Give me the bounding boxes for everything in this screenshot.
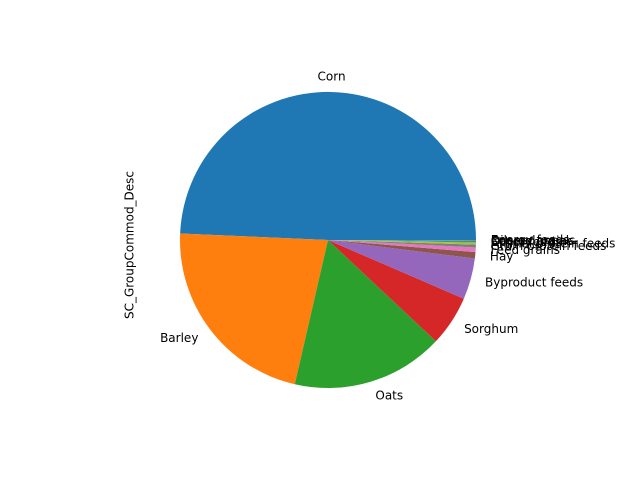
slice-label-oats: Oats — [375, 388, 403, 402]
slice-label-corn: Corn — [318, 70, 346, 84]
pie-slice-coarse-grains — [328, 240, 476, 242]
slice-label-hay: Hay — [490, 249, 513, 263]
pie-slice-oats — [294, 240, 436, 388]
pie-slice-oilseed-meals — [328, 240, 477, 241]
pie-labels: Corn Barley Oats Sorghum Byproduct feeds HayF… — [160, 70, 615, 403]
slice-label-feed-grains: Feed grains — [490, 243, 560, 257]
pie-slices — [179, 91, 477, 388]
slice-label-coarse-grains: Coarse grains — [491, 234, 574, 248]
pie-slice-byproduct-feeds — [328, 240, 475, 299]
pie-slice-animal-protein-feeds — [328, 240, 476, 245]
y-axis-label: SC_GroupCommod_Desc — [123, 171, 137, 319]
pie-slice-sorghum — [328, 240, 464, 342]
slice-label-grain-protein-feeds: Grain protein feeds — [491, 239, 607, 253]
slice-label-barley: Barley — [160, 331, 198, 345]
slice-label-other-feeds: Other feeds — [491, 235, 562, 249]
pie-slice-other-feeds — [328, 240, 476, 243]
slice-label-animal-protein-feeds: Animal protein feeds — [491, 237, 616, 251]
pie-slice-corn — [180, 91, 477, 241]
slice-label-sorghum: Sorghum — [464, 322, 518, 336]
pie-slice-hay — [328, 240, 476, 259]
slice-label-oilseed-meals: Oilseed meals — [491, 233, 576, 247]
slice-label-byproduct-feeds: Byproduct feeds — [485, 275, 583, 289]
pie-slice-barley — [179, 233, 328, 385]
slice-label-energy-feeds: Energy feeds — [491, 233, 570, 247]
pie-slice-feed-grains — [328, 240, 476, 253]
pie-slice-grain-protein-feeds — [328, 240, 476, 248]
